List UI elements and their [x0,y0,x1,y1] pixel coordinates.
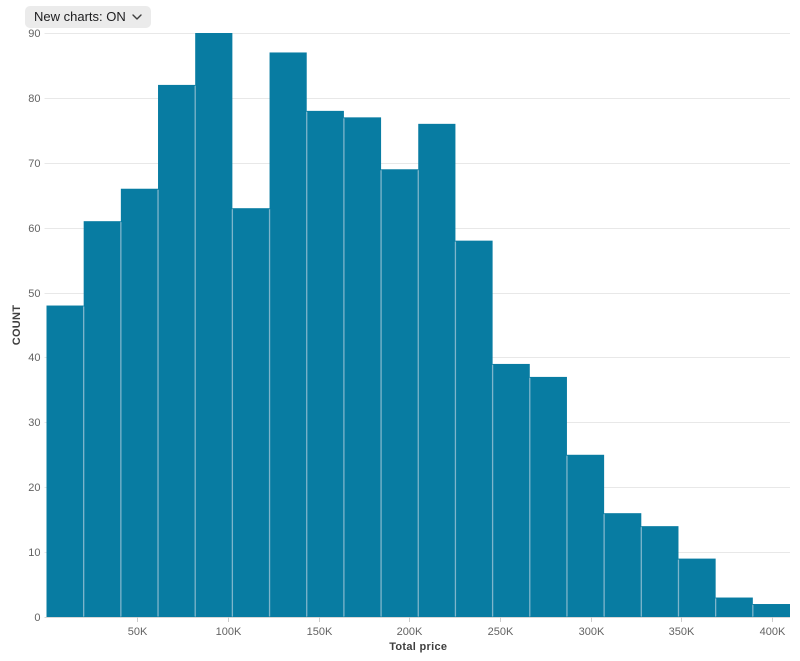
x-tick-label: 200K [397,626,423,638]
histogram-bar[interactable] [343,117,382,617]
x-tick-label: 150K [307,626,333,638]
y-tick-label: 20 [28,482,40,494]
histogram-bar[interactable] [418,123,456,617]
x-axis-title: Total price [389,641,447,653]
histogram-bar[interactable] [492,363,530,617]
x-tick-label: 350K [669,626,695,638]
histogram-bar[interactable] [120,188,159,617]
x-tick-label: 50K [128,626,148,638]
y-tick-label: 60 [28,223,40,235]
x-tick-label: 400K [760,626,786,638]
histogram-bar[interactable] [306,110,344,617]
x-tick-label: 300K [579,626,605,638]
histogram-bar[interactable] [46,305,84,617]
y-tick-label: 0 [34,612,40,624]
histogram-bar[interactable] [715,597,753,617]
histogram-bar[interactable] [529,376,567,617]
y-tick-label: 90 [28,28,40,40]
y-tick-label: 10 [28,547,40,559]
x-tick-label: 250K [488,626,514,638]
histogram-bar[interactable] [232,208,270,617]
histogram-bar[interactable] [381,169,419,617]
histogram-bar[interactable] [641,526,679,617]
y-tick-label: 70 [28,158,40,170]
histogram-bar[interactable] [752,604,790,617]
y-axis-title: COUNT [11,305,23,346]
y-tick-label: 30 [28,417,40,429]
histogram-bar[interactable] [455,240,493,617]
histogram-bar[interactable] [158,84,196,617]
histogram-bar[interactable] [604,513,642,617]
histogram-bar[interactable] [83,221,121,617]
y-tick-label: 50 [28,288,40,300]
y-tick-label: 80 [28,93,40,105]
histogram-bar[interactable] [195,33,233,617]
y-tick-label: 40 [28,352,40,364]
histogram-bar[interactable] [678,558,716,617]
new-charts-toggle[interactable]: New charts: ON [25,6,151,28]
histogram-bar[interactable] [566,454,605,617]
x-tick-label: 100K [216,626,242,638]
chevron-down-icon [132,14,142,20]
histogram-bar[interactable] [269,52,307,617]
new-charts-toggle-label: New charts: ON [34,9,126,24]
